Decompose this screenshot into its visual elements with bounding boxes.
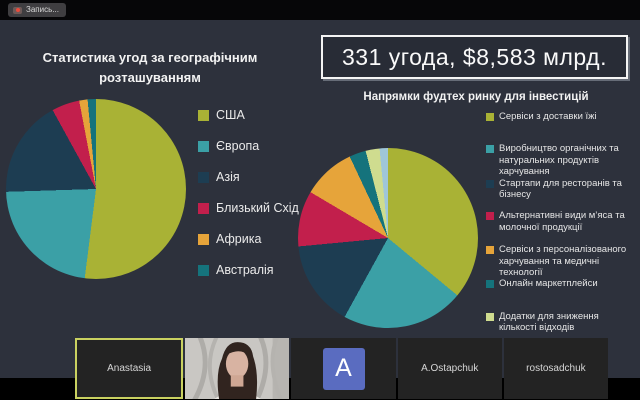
legend-label: Онлайн маркетплейси (499, 278, 598, 290)
legend-item: Європа (198, 139, 299, 153)
legend-swatch (486, 113, 494, 121)
legend-swatch (486, 212, 494, 221)
legend-label: Виробництво органічних та натуральних пр… (499, 143, 619, 178)
legend-label: Азія (216, 170, 240, 184)
participant-strip: Anastasia A A.Ostapchuk rostosadchuk (75, 338, 609, 399)
shared-slide: Статистика угод за географічним розташув… (0, 20, 640, 378)
recording-indicator[interactable]: Запись... (8, 3, 66, 17)
deals-banner-text: 331 угода, $8,583 млрд. (342, 43, 607, 70)
legend-swatch (486, 145, 494, 154)
legend-swatch (198, 171, 209, 183)
legend-label: Близький Схід (216, 201, 299, 215)
legend-item: Додатки для зниження кількості відходів (486, 311, 638, 334)
legend-label: Африка (216, 232, 262, 246)
legend-label: Альтернативні види м’яса та молочної про… (499, 210, 625, 233)
legend-swatch (486, 312, 494, 321)
legend-item: Африка (198, 232, 299, 246)
legend-swatch (198, 140, 209, 152)
deals-banner: 331 угода, $8,583 млрд. (321, 35, 628, 79)
participant-tile[interactable]: A.Ostapchuk (397, 338, 502, 399)
legend-item: Австралія (198, 263, 299, 277)
legend-swatch (486, 179, 494, 188)
left-chart-title: Статистика угод за географічним розташув… (42, 50, 258, 86)
legend-label: Європа (216, 139, 260, 153)
top-bar: Запись... (0, 0, 640, 20)
legend-label: Австралія (216, 263, 274, 277)
participant-video-feed (185, 338, 290, 399)
legend-swatch (198, 233, 209, 245)
legend-swatch (486, 246, 494, 255)
legend-swatch (198, 264, 209, 276)
legend-item: Онлайн маркетплейси (486, 278, 638, 289)
legend-item: Виробництво органічних та натуральних пр… (486, 143, 638, 177)
recording-label: Запись... (26, 5, 59, 14)
legend-item: Азія (198, 170, 299, 184)
legend-swatch (486, 280, 494, 289)
participant-name: A.Ostapchuk (421, 363, 479, 374)
legend-item: США (198, 108, 299, 122)
foodtech-legend: Сервіси з доставки їжі Виробництво органі… (486, 111, 638, 334)
avatar: A (322, 347, 365, 390)
legend-item: Сервіси з доставки їжі (486, 111, 638, 122)
geography-pie-chart (6, 99, 186, 279)
legend-label: Додатки для зниження кількості відходів (499, 310, 599, 334)
participant-name: Anastasia (107, 363, 152, 374)
foodtech-pie-chart (298, 148, 478, 328)
legend-label: Сервіси з доставки їжі (499, 111, 597, 122)
legend-item: Близький Схід (198, 201, 299, 215)
participant-tile[interactable]: Anastasia (75, 338, 184, 399)
legend-swatch (198, 202, 209, 214)
legend-item: Стартапи для ресторанів та бізнесу (486, 178, 638, 201)
legend-item: Альтернативні види м’яса та молочної про… (486, 210, 638, 233)
record-icon (13, 6, 22, 14)
legend-swatch (198, 109, 209, 121)
legend-label: Стартапи для ресторанів та бізнесу (499, 177, 622, 201)
legend-label: США (216, 108, 245, 122)
right-chart-title: Напрямки фудтех ринку для інвестицій (363, 91, 589, 103)
participant-tile[interactable] (185, 338, 290, 399)
participant-name: rostosadchuk (526, 363, 586, 374)
legend-item: Сервіси з персоналізованого харчування т… (486, 244, 638, 278)
legend-label: Сервіси з персоналізованого харчування т… (499, 244, 627, 279)
geography-legend: США Європа Азія Близький Схід Африка Австралі… (198, 108, 299, 277)
participant-tile[interactable]: rostosadchuk (503, 338, 609, 399)
participant-tile[interactable]: A (291, 338, 396, 399)
